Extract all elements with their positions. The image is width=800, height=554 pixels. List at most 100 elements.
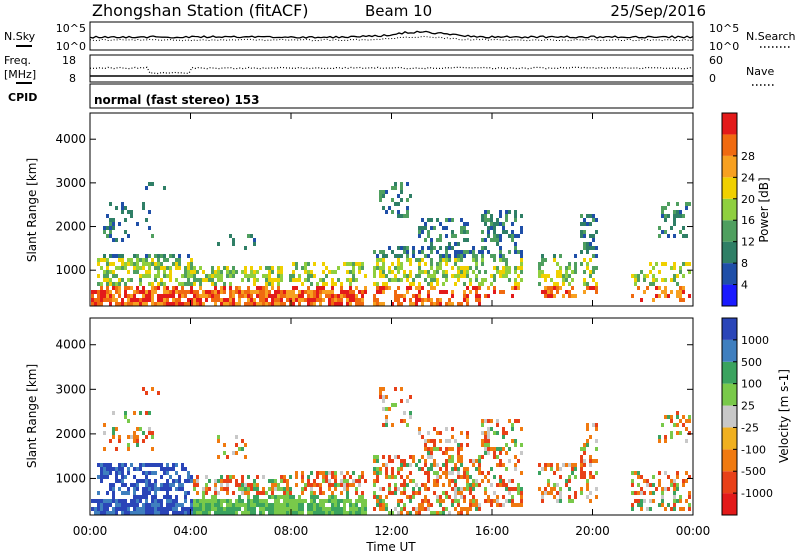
echo-cell: [241, 278, 244, 282]
echo-cell: [592, 423, 595, 427]
echo-cell: [223, 282, 226, 286]
echo-cell: [541, 258, 544, 262]
echo-cell: [538, 262, 541, 266]
echo-cell: [394, 294, 397, 298]
echo-cell: [439, 262, 442, 266]
echo-cell: [274, 503, 277, 507]
echo-cell: [112, 435, 115, 439]
echo-cell: [361, 475, 364, 479]
echo-cell: [157, 298, 160, 302]
echo-cell: [334, 483, 337, 487]
echo-cell: [397, 499, 400, 503]
echo-cell: [583, 471, 586, 475]
echo-cell: [151, 234, 154, 238]
echo-cell: [334, 495, 337, 499]
echo-cell: [436, 278, 439, 282]
echo-cell: [397, 262, 400, 266]
echo-cell: [394, 455, 397, 459]
echo-cell: [508, 479, 511, 483]
echo-cell: [433, 511, 436, 515]
echo-cell: [100, 286, 103, 290]
echo-cell: [355, 487, 358, 491]
echo-cell: [292, 262, 295, 266]
echo-cell: [262, 503, 265, 507]
echo-cell: [373, 270, 376, 274]
echo-cell: [118, 463, 121, 467]
echo-cell: [430, 511, 433, 515]
echo-cell: [634, 274, 637, 278]
echo-cell: [331, 483, 334, 487]
echo-cell: [658, 439, 661, 443]
echo-cell: [349, 511, 352, 515]
echo-cell: [574, 294, 577, 298]
echo-cell: [316, 471, 319, 475]
echo-cell: [127, 419, 130, 423]
echo-cell: [520, 266, 523, 270]
echo-cell: [172, 294, 175, 298]
echo-cell: [661, 214, 664, 218]
echo-cell: [289, 290, 292, 294]
echo-cell: [337, 302, 340, 306]
echo-cell: [289, 294, 292, 298]
echo-cell: [145, 487, 148, 491]
echo-cell: [457, 443, 460, 447]
echo-cell: [376, 266, 379, 270]
echo-cell: [124, 266, 127, 270]
echo-cell: [565, 274, 568, 278]
echo-cell: [445, 274, 448, 278]
echo-cell: [139, 298, 142, 302]
echo-cell: [205, 503, 208, 507]
echo-cell: [481, 479, 484, 483]
echo-cell: [223, 290, 226, 294]
echo-cell: [379, 495, 382, 499]
echo-cell: [343, 507, 346, 511]
echo-cell: [670, 290, 673, 294]
echo-cell: [466, 294, 469, 298]
echo-cell: [589, 214, 592, 218]
x-axis-ticks: 00:00 04:00 08:00 12:00 16:00 20:00 00:00: [73, 113, 710, 538]
echo-cell: [340, 290, 343, 294]
echo-cell: [271, 298, 274, 302]
echo-cell: [433, 483, 436, 487]
echo-cell: [325, 266, 328, 270]
echo-cell: [502, 479, 505, 483]
echo-cell: [574, 254, 577, 258]
echo-cell: [478, 507, 481, 511]
echo-cell: [517, 487, 520, 491]
echo-cell: [115, 507, 118, 511]
echo-cell: [115, 427, 118, 431]
echo-cell: [448, 242, 451, 246]
echo-cell: [220, 511, 223, 515]
echo-cell: [202, 511, 205, 515]
echo-cell: [313, 298, 316, 302]
echo-cell: [157, 391, 160, 395]
echo-cell: [448, 439, 451, 443]
echo-cell: [592, 234, 595, 238]
echo-cell: [178, 483, 181, 487]
echo-cell: [478, 503, 481, 507]
colorbar-tick-label: 28: [741, 150, 755, 163]
echo-cell: [133, 491, 136, 495]
echo-cell: [436, 471, 439, 475]
echo-cell: [316, 475, 319, 479]
echo-cell: [166, 274, 169, 278]
echo-cell: [109, 298, 112, 302]
echo-cell: [127, 234, 130, 238]
echo-cell: [217, 266, 220, 270]
echo-cell: [580, 491, 583, 495]
echo-cell: [226, 487, 229, 491]
echo-cell: [115, 302, 118, 306]
nave-trace: [89, 66, 694, 75]
echo-cell: [325, 294, 328, 298]
echo-cell: [385, 282, 388, 286]
x-tick-label: 00:00: [73, 524, 108, 538]
echo-cell: [346, 262, 349, 266]
echo-cell: [271, 483, 274, 487]
echo-cell: [406, 399, 409, 403]
echo-cell: [307, 475, 310, 479]
echo-cell: [493, 238, 496, 242]
echo-cell: [445, 507, 448, 511]
echo-cell: [319, 286, 322, 290]
echo-cell: [556, 270, 559, 274]
